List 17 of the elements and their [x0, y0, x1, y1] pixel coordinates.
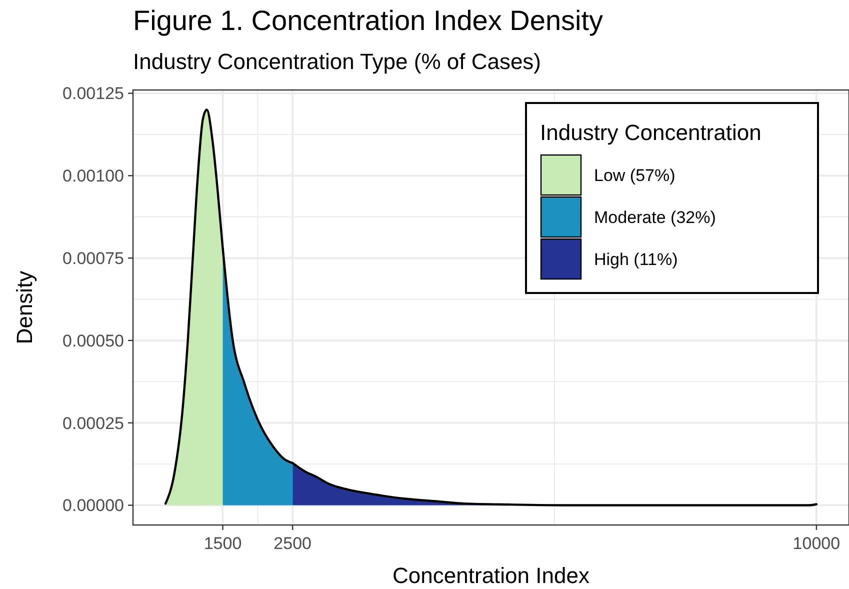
- x-tick-label: 1500: [204, 534, 242, 553]
- chart-subtitle: Industry Concentration Type (% of Cases): [133, 49, 542, 74]
- chart-title: Figure 1. Concentration Index Density: [133, 5, 604, 36]
- x-tick-label: 10000: [792, 534, 840, 553]
- legend-label: Low (57%): [594, 166, 676, 185]
- y-tick-label: 0.00000: [62, 496, 124, 516]
- legend-label: Moderate (32%): [594, 208, 716, 227]
- x-tick-label: 2500: [274, 534, 312, 553]
- y-tick-label: 0.00125: [62, 84, 124, 104]
- legend-title: Industry Concentration: [540, 120, 762, 145]
- y-tick-label: 0.00050: [62, 331, 124, 350]
- legend-label: High (11%): [594, 250, 678, 269]
- x-axis-title: Concentration Index: [392, 563, 590, 588]
- y-axis-title: Density: [12, 270, 37, 344]
- y-tick-label: 0.00025: [62, 414, 124, 433]
- y-tick-label: 0.00100: [62, 166, 124, 186]
- y-tick-label: 0.00075: [62, 249, 124, 268]
